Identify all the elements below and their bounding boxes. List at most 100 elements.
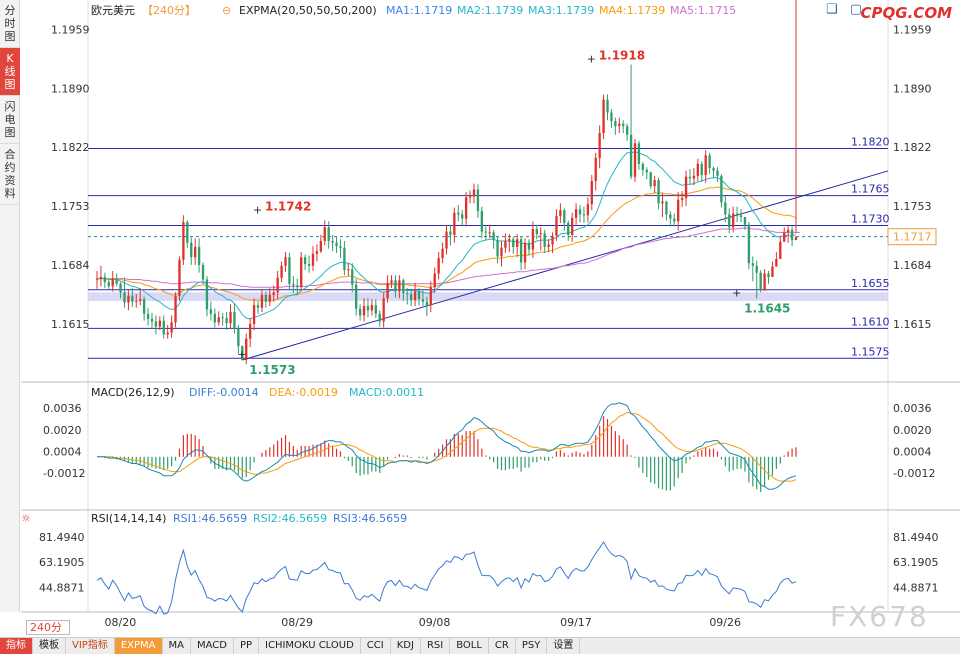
period-select[interactable]: 240分 ▼ <box>26 620 70 646</box>
toolbar-item-14[interactable]: 设置 <box>547 638 581 654</box>
candle-body <box>268 294 271 302</box>
candle-body <box>661 201 664 204</box>
candle-body <box>437 258 440 274</box>
candle-body <box>563 210 566 223</box>
toolbar-item-12[interactable]: CR <box>489 638 516 654</box>
sidebar-tab-2[interactable]: 闪电图 <box>0 96 20 144</box>
candle-body <box>614 121 617 127</box>
candle-body <box>771 266 774 277</box>
candle-body <box>606 99 609 113</box>
candle-body <box>280 265 283 278</box>
candle-body <box>704 155 707 176</box>
candle-body <box>292 283 295 286</box>
indicator-name: EXPMA(20,50,50,50,200) <box>239 4 377 17</box>
candle-body <box>233 312 236 329</box>
macd-y-tick-left-2: 0.0004 <box>43 445 82 458</box>
candle-body <box>673 218 676 222</box>
candle-body <box>327 227 330 241</box>
macd-y-tick-left-1: 0.0020 <box>43 424 82 437</box>
toolbar-item-9[interactable]: KDJ <box>391 638 421 654</box>
maximize-icon[interactable]: ▢ <box>849 2 863 17</box>
candle-body <box>645 169 648 173</box>
candle-body <box>162 320 165 335</box>
toolbar-item-1[interactable]: 模板 <box>33 638 66 654</box>
toolbar-item-10[interactable]: RSI <box>421 638 451 654</box>
macd-y-tick-right-0: 0.0036 <box>893 402 932 415</box>
candle-body <box>716 170 719 176</box>
toolbar-item-2[interactable]: VIP指标 <box>66 638 115 654</box>
rsi-y-tick-right-2: 44.8871 <box>893 581 939 594</box>
candle-body <box>516 239 519 247</box>
y-tick-right-4: 1.1684 <box>893 259 932 272</box>
level-label-2: 1.1730 <box>851 213 890 226</box>
sidebar-tab-0[interactable]: 分时图 <box>0 0 20 48</box>
candle-body <box>492 232 495 241</box>
candle-body <box>669 214 672 219</box>
y-tick-right-1: 1.1890 <box>893 83 932 96</box>
main-legend-4: MA5:1.1715 <box>670 4 736 17</box>
toolbar-item-13[interactable]: PSY <box>516 638 548 654</box>
rsi-y-tick-left-0: 81.4940 <box>39 531 85 544</box>
candle-body <box>783 232 786 242</box>
candle-body <box>343 247 346 271</box>
candle-body <box>555 216 558 236</box>
candle-body <box>248 324 252 339</box>
candle-body <box>794 236 798 241</box>
candle-body <box>366 306 370 311</box>
y-tick-left-1: 1.1890 <box>51 83 90 96</box>
candle-body <box>213 313 216 323</box>
candle-body <box>567 222 570 235</box>
macd-y-tick-left-0: 0.0036 <box>43 402 82 415</box>
toolbar-item-5[interactable]: MACD <box>191 638 234 654</box>
candle-body <box>500 247 503 257</box>
candle-body <box>739 215 743 217</box>
main-legend-2: MA3:1.1739 <box>528 4 594 17</box>
rsi-y-tick-left-1: 63.1905 <box>39 556 85 569</box>
restore-icon[interactable]: ❑ <box>826 2 838 17</box>
macd-y-tick-right-2: 0.0004 <box>893 445 932 458</box>
candle-body <box>256 305 260 308</box>
candle-body <box>95 278 99 280</box>
candle-body <box>629 134 633 177</box>
candle-body <box>512 239 515 247</box>
toolbar-item-11[interactable]: BOLL <box>450 638 489 654</box>
y-tick-left-2: 1.1822 <box>51 141 90 154</box>
candle-body <box>625 126 629 135</box>
annotation-label-1: 1.1742 <box>265 199 311 213</box>
candle-body <box>559 210 562 217</box>
candle-body <box>535 228 538 235</box>
candle-body <box>307 264 311 266</box>
x-tick-1: 08/29 <box>281 616 313 629</box>
window-controls: ❑ ▢ <box>826 2 862 17</box>
ma1-line <box>97 151 796 320</box>
rsi-line <box>96 540 797 615</box>
candle-body <box>142 299 146 314</box>
candle-body <box>688 176 692 179</box>
sidebar-tab-3[interactable]: 合约资料 <box>0 144 20 205</box>
candle-body <box>362 306 366 316</box>
candle-body <box>221 317 224 319</box>
toolbar-item-4[interactable]: MA <box>163 638 191 654</box>
candle-body <box>680 198 684 200</box>
toolbar-item-6[interactable]: PP <box>234 638 260 654</box>
chart-svg: 欧元美元 【240分】 ⊖ EXPMA(20,50,50,50,200) MA1:1.1… <box>21 0 960 629</box>
toolbar-item-3[interactable]: EXPMA <box>114 638 163 654</box>
candle-body <box>786 229 790 233</box>
candle-body <box>527 242 531 250</box>
candle-body <box>602 99 605 134</box>
candle-body <box>123 292 126 303</box>
candle-body <box>570 217 574 235</box>
candle-body <box>519 239 523 263</box>
candle-body <box>241 346 244 361</box>
candle-body <box>229 312 232 324</box>
annotation-marker-0: + <box>587 53 596 66</box>
toolbar-item-8[interactable]: CCI <box>361 638 391 654</box>
candle-body <box>677 199 680 222</box>
toolbar-item-7[interactable]: ICHIMOKU CLOUD <box>259 638 361 654</box>
candle-body <box>684 176 688 199</box>
toolbar-item-0[interactable]: 指标 <box>0 638 33 654</box>
rsi-y-tick-right-1: 63.1905 <box>893 556 939 569</box>
candle-body <box>119 283 122 293</box>
